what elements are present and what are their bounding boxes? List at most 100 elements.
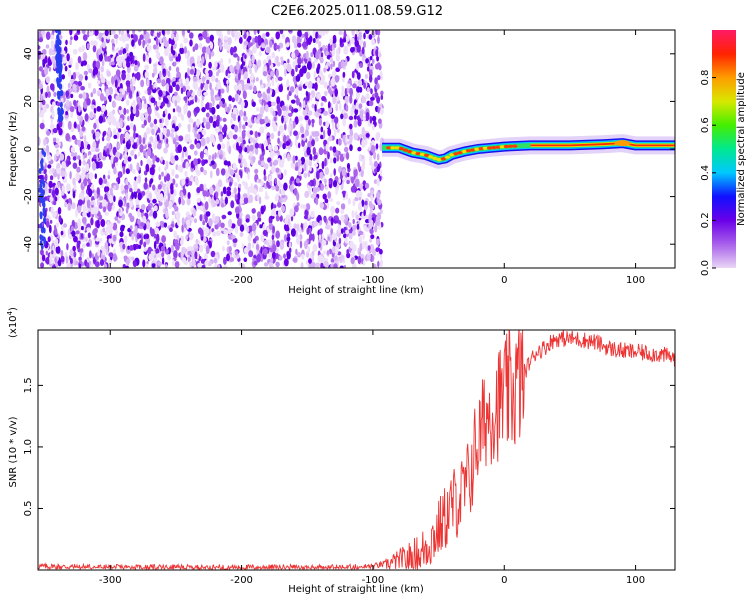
heatmap-cell — [78, 46, 83, 53]
heatmap-cell — [336, 201, 341, 206]
heatmap-cell — [374, 168, 378, 174]
heatmap-cell — [96, 187, 101, 196]
heatmap-cell — [371, 139, 375, 146]
heatmap-cell — [220, 88, 225, 94]
heatmap-cell — [82, 211, 87, 217]
heatmap-cell — [206, 79, 210, 85]
heatmap-cell — [141, 124, 145, 129]
heatmap-cell — [271, 120, 276, 129]
heatmap-cell — [185, 234, 189, 241]
heatmap-cell — [373, 151, 377, 160]
heatmap-cell — [82, 168, 87, 174]
heatmap-cell — [101, 40, 106, 49]
heatmap-cell — [275, 45, 280, 50]
heatmap-cell — [169, 132, 175, 138]
heatmap-cell — [292, 257, 298, 263]
heatmap-cell — [309, 135, 313, 142]
heatmap-cell — [344, 57, 348, 67]
spectrogram-y-tick-label: 40 — [23, 47, 34, 60]
heatmap-cell — [325, 51, 329, 56]
heatmap-cell — [45, 256, 50, 265]
heatmap-cell — [77, 204, 82, 213]
heatmap-cell — [269, 180, 273, 186]
heatmap-cell — [112, 109, 116, 115]
heatmap-cell — [69, 106, 75, 113]
heatmap-cell — [161, 101, 165, 107]
heatmap-cell — [252, 155, 256, 163]
heatmap-cell — [82, 159, 87, 166]
heatmap-cell — [276, 96, 281, 105]
heatmap-cell — [194, 138, 198, 145]
heatmap-cell — [202, 220, 206, 226]
heatmap-cell — [306, 71, 311, 80]
heatmap-cell — [210, 106, 216, 115]
heatmap-cell — [214, 216, 220, 224]
heatmap-cell — [104, 211, 109, 216]
heatmap-cell — [380, 209, 383, 215]
heatmap-cell — [229, 64, 234, 73]
heatmap-cell — [290, 99, 296, 104]
heatmap-cell — [124, 184, 129, 190]
heatmap-cell — [333, 263, 338, 268]
heatmap-cell — [238, 145, 243, 154]
heatmap-cell — [39, 122, 45, 130]
heatmap-cell — [261, 43, 266, 49]
heatmap-cell — [239, 199, 244, 204]
heatmap-cell — [153, 240, 157, 250]
heatmap-cell — [211, 228, 215, 233]
heatmap-cell — [59, 101, 63, 108]
heatmap-cell — [345, 229, 349, 235]
heatmap-cell — [204, 52, 208, 60]
heatmap-cell — [163, 40, 169, 48]
heatmap-cell — [279, 215, 283, 222]
heatmap-cell — [123, 107, 127, 116]
heatmap-cell — [328, 135, 333, 142]
heatmap-cell — [52, 127, 58, 134]
heatmap-cell — [315, 197, 319, 206]
heatmap-cell — [216, 104, 220, 110]
heatmap-cell — [111, 76, 115, 85]
heatmap-cell — [110, 30, 116, 35]
heatmap-cell — [348, 233, 353, 240]
heatmap-cell — [199, 151, 204, 160]
heatmap-cell — [300, 262, 304, 268]
heatmap-cell — [70, 112, 73, 119]
heatmap-cell — [140, 113, 145, 122]
heatmap-cell — [369, 208, 373, 216]
heatmap-cell — [147, 143, 152, 149]
heatmap-cell — [54, 257, 57, 263]
heatmap-cell — [100, 77, 106, 84]
heatmap-cell — [329, 157, 333, 164]
heatmap-cell — [203, 169, 208, 176]
heatmap-cell — [370, 96, 375, 101]
heatmap-cell — [298, 142, 301, 149]
heatmap-cell — [325, 120, 330, 129]
heatmap-cell — [243, 40, 249, 46]
heatmap-cell — [320, 135, 324, 140]
heatmap-cell — [339, 37, 343, 45]
heatmap-cell — [237, 115, 241, 123]
heatmap-cell — [283, 223, 289, 232]
heatmap-cell — [75, 61, 79, 71]
heatmap-cell — [203, 92, 209, 96]
heatmap-cell — [261, 143, 264, 152]
heatmap-cell — [258, 196, 262, 205]
heatmap-cell — [42, 49, 47, 55]
heatmap-cell — [185, 52, 189, 59]
heatmap-cell — [197, 262, 202, 268]
track-blob — [428, 155, 434, 159]
heatmap-cell — [210, 170, 213, 179]
heatmap-cell — [110, 115, 116, 125]
heatmap-cell — [370, 88, 373, 95]
heatmap-cell — [351, 230, 356, 236]
heatmap-cell — [123, 159, 128, 164]
colorbar-label: Normalized spectral amplitude — [736, 72, 747, 226]
heatmap-cell — [143, 30, 147, 35]
heatmap-cell — [140, 222, 145, 227]
heatmap-cell — [204, 227, 210, 236]
heatmap-cell — [367, 245, 371, 251]
heatmap-cell — [277, 76, 283, 82]
heatmap-cell — [281, 33, 286, 39]
heatmap-cell — [72, 245, 76, 252]
heatmap-cell — [100, 252, 104, 262]
